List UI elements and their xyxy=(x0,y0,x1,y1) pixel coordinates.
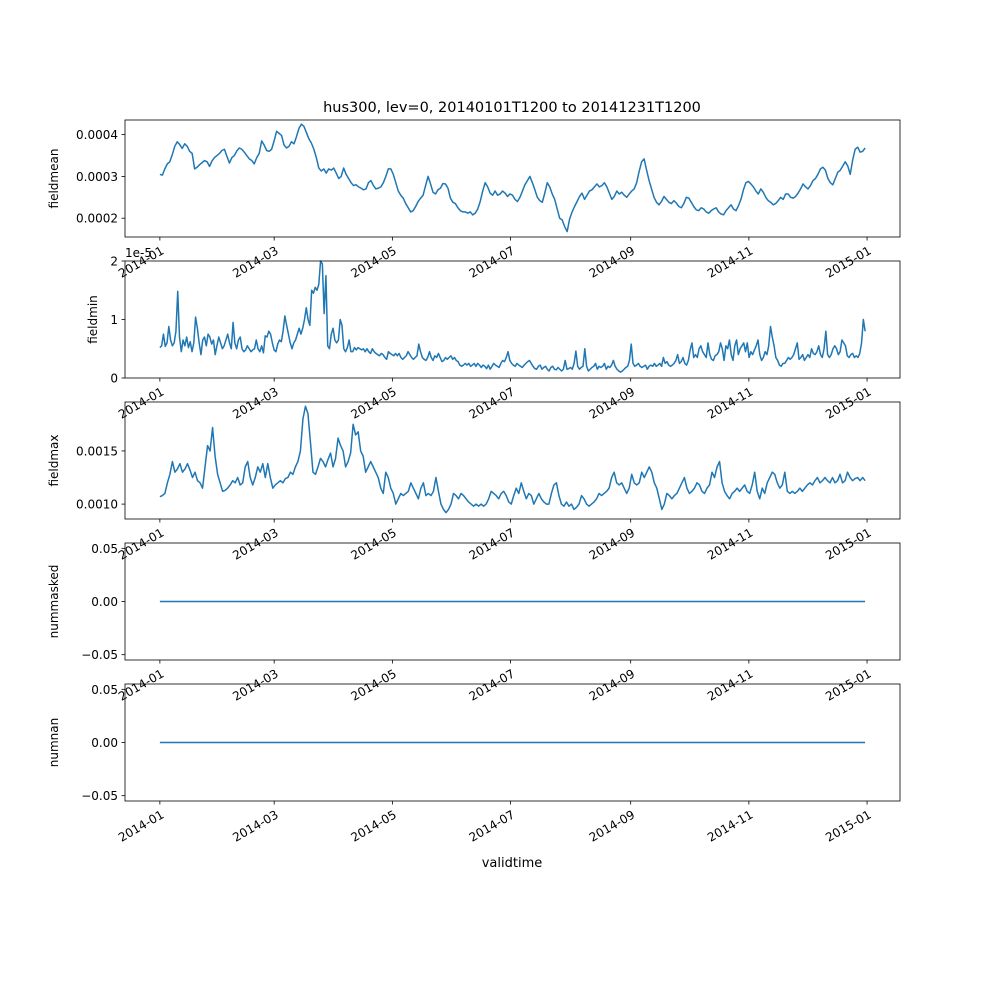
fieldmean-ytick-label: 0.0003 xyxy=(76,170,118,184)
fieldmin-ytick-label: 2 xyxy=(110,255,118,269)
fieldmax-ytick-label: 0.0015 xyxy=(76,444,118,458)
nummasked-ytick-label: 0.00 xyxy=(91,595,118,609)
fieldmin-offset-text: 1e-5 xyxy=(125,246,152,260)
fieldmean-axes-frame xyxy=(124,119,901,238)
fieldmax-ylabel: fieldmax xyxy=(47,434,61,486)
fieldmean-series-line xyxy=(159,123,866,233)
nummasked-ylabel: nummasked xyxy=(47,565,61,639)
nummasked-ytick-label: 0.05 xyxy=(91,542,118,556)
numnan-ytick-label: −0.05 xyxy=(81,789,118,803)
fieldmean-ytick-label: 0.0004 xyxy=(76,128,118,142)
fieldmin-ylabel: fieldmin xyxy=(86,295,100,344)
numnan-ytick-label: 0.05 xyxy=(91,683,118,697)
figure-title: hus300, lev=0, 20140101T1200 to 20141231… xyxy=(323,100,701,116)
x-axis-label: validtime xyxy=(482,856,543,871)
numnan-ylabel: numnan xyxy=(47,718,61,767)
fieldmean-ytick-label: 0.0002 xyxy=(76,212,118,226)
fieldmax-ytick-label: 0.0010 xyxy=(76,498,118,512)
fieldmin-ytick-label: 0 xyxy=(110,372,118,386)
fieldmax-axes-frame xyxy=(124,401,901,520)
fieldmin-series-line xyxy=(159,260,866,373)
fieldmean-ylabel: fieldmean xyxy=(47,149,61,209)
fieldmin-ytick-label: 1 xyxy=(110,313,118,327)
numnan-ytick-label: 0.00 xyxy=(91,736,118,750)
nummasked-ytick-label: −0.05 xyxy=(81,648,118,662)
fieldmax-series-line xyxy=(159,405,866,514)
